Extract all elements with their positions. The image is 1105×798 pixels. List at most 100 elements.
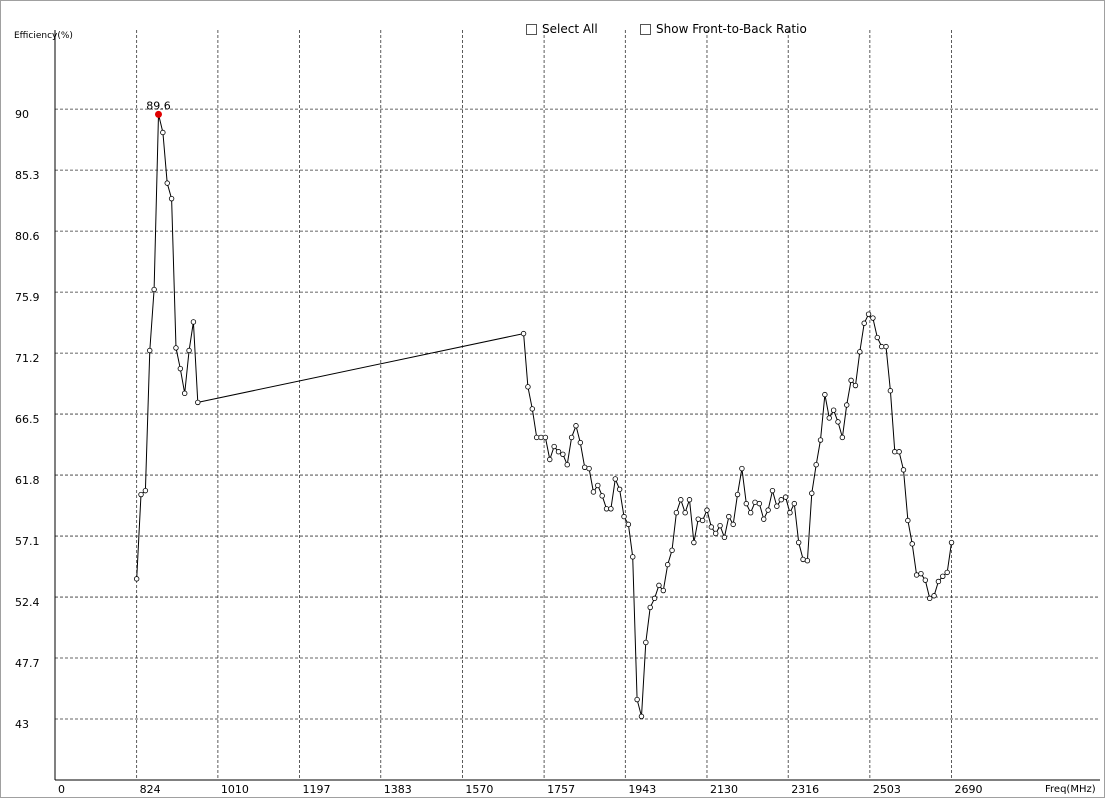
- data-point: [560, 451, 566, 458]
- data-point: [905, 517, 911, 524]
- data-point: [160, 129, 166, 136]
- data-point: [695, 516, 701, 522]
- data-point: [734, 491, 741, 498]
- data-point: [813, 461, 819, 468]
- data-point: [577, 439, 584, 446]
- data-point: [857, 349, 863, 355]
- x-tick-label: 1757: [547, 783, 575, 796]
- data-point: [630, 554, 636, 560]
- data-point: [582, 464, 588, 470]
- y-tick-label: 47.7: [15, 657, 40, 670]
- select-all-checkbox[interactable]: Select All: [526, 22, 598, 36]
- data-point: [664, 561, 671, 568]
- data-point: [608, 506, 614, 512]
- data-point: [708, 524, 715, 530]
- y-tick-label: 85.3: [15, 169, 40, 182]
- data-point: [931, 593, 937, 599]
- x-tick-label: 2503: [873, 783, 901, 796]
- data-point: [809, 490, 815, 496]
- data-point: [830, 407, 837, 413]
- data-point: [138, 491, 144, 498]
- data-point: [913, 572, 920, 578]
- data-point: [647, 604, 653, 611]
- data-point: [765, 507, 771, 513]
- data-point: [682, 509, 688, 516]
- data-point: [547, 456, 553, 463]
- data-point: [918, 570, 924, 577]
- data-point: [761, 516, 767, 522]
- data-point: [782, 494, 789, 500]
- data-point: [195, 399, 201, 406]
- x-tick-label: 1570: [465, 783, 493, 796]
- data-point: [669, 547, 675, 554]
- data-point: [686, 497, 693, 503]
- data-point: [673, 509, 680, 516]
- data-point: [747, 509, 754, 516]
- data-point: [800, 556, 806, 563]
- data-point: [926, 595, 933, 602]
- data-point: [590, 489, 597, 495]
- data-point: [691, 539, 697, 546]
- data-point: [147, 347, 153, 354]
- x-tick-label: 2316: [791, 783, 819, 796]
- checkbox-box[interactable]: [640, 23, 651, 35]
- data-point: [173, 345, 179, 351]
- peak-marker: [154, 110, 162, 118]
- data-point: [599, 493, 605, 499]
- y-tick-label: 52.4: [15, 596, 40, 609]
- data-point: [190, 319, 197, 325]
- data-point: [133, 576, 140, 582]
- data-point: [564, 461, 570, 468]
- y-tick-label: 43: [15, 718, 29, 731]
- data-point: [638, 713, 645, 720]
- data-point: [651, 595, 658, 602]
- y-tick-label: 66.5: [15, 413, 40, 426]
- data-point: [900, 467, 907, 473]
- data-point: [791, 500, 798, 507]
- data-point: [525, 384, 531, 390]
- data-point: [603, 506, 610, 512]
- data-point: [887, 388, 894, 394]
- checkbox-box[interactable]: [526, 23, 537, 35]
- data-point: [586, 465, 592, 472]
- data-point: [616, 486, 623, 493]
- data-point: [948, 539, 955, 546]
- y-axis-label: Efficiency(%): [14, 31, 73, 41]
- data-point: [643, 639, 649, 646]
- front-to-back-checkbox[interactable]: Show Front-to-Back Ratio: [640, 22, 807, 36]
- data-point: [940, 573, 946, 579]
- x-tick-label: 1010: [221, 783, 249, 796]
- data-point: [922, 577, 929, 583]
- data-point: [168, 195, 175, 202]
- data-point: [555, 449, 562, 455]
- x-tick-label: 2130: [710, 783, 738, 796]
- data-point: [704, 507, 710, 513]
- y-tick-label: 61.8: [15, 474, 40, 487]
- peak-label: 89.6: [146, 99, 171, 112]
- data-point: [835, 419, 841, 425]
- x-tick-label: 0: [58, 783, 65, 796]
- data-point: [795, 539, 802, 546]
- y-tick-label: 75.9: [15, 291, 40, 304]
- data-point: [621, 513, 627, 520]
- data-point: [573, 423, 579, 429]
- data-point: [844, 402, 850, 408]
- data-point: [752, 499, 758, 506]
- data-point: [542, 434, 549, 441]
- data-point: [756, 500, 763, 507]
- data-point: [595, 482, 601, 489]
- data-point: [142, 487, 149, 494]
- data-point: [935, 578, 942, 585]
- x-tick-label: 824: [140, 783, 161, 796]
- data-point: [713, 530, 719, 537]
- data-point: [730, 521, 736, 528]
- data-point: [909, 541, 915, 547]
- y-tick-label: 80.6: [15, 230, 40, 243]
- data-point: [896, 449, 902, 455]
- data-point: [660, 587, 667, 594]
- data-point: [944, 569, 950, 576]
- data-point: [721, 534, 728, 541]
